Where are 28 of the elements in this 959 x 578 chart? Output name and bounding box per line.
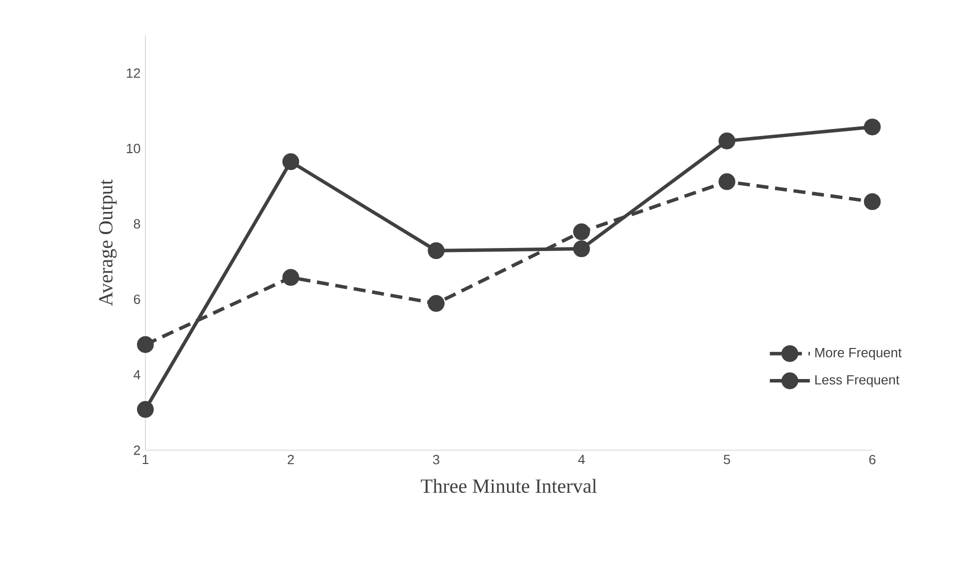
point <box>573 223 590 240</box>
point <box>864 118 881 136</box>
point <box>428 294 445 312</box>
x-axis-title: Three Minute Interval <box>420 478 597 493</box>
x-tick-label: 2 <box>288 454 294 464</box>
y-tick-label: 2 <box>134 445 140 455</box>
y-tick-label: 10 <box>126 144 140 154</box>
x-tick-label: 6 <box>869 454 876 464</box>
point <box>718 132 736 150</box>
point <box>282 153 300 170</box>
y-tick-label: 4 <box>134 370 140 380</box>
x-tick-label: 5 <box>724 454 730 464</box>
x-tick-label: 1 <box>142 454 148 464</box>
legend-label: More Frequent <box>815 348 902 360</box>
legend-label: Less Frequent <box>815 375 900 388</box>
point <box>428 242 445 259</box>
x-tick-label: 3 <box>432 454 440 464</box>
y-tick-label: 6 <box>134 294 140 304</box>
point <box>136 400 154 418</box>
y-tick-label: 8 <box>134 219 140 229</box>
y-tick-label: 12 <box>126 68 140 78</box>
point <box>573 240 590 258</box>
point <box>718 173 736 190</box>
point <box>282 268 300 286</box>
point <box>864 193 881 210</box>
x-tick-label: 4 <box>578 454 585 464</box>
point <box>136 336 154 353</box>
y-axis-title: Average Output <box>99 179 117 306</box>
